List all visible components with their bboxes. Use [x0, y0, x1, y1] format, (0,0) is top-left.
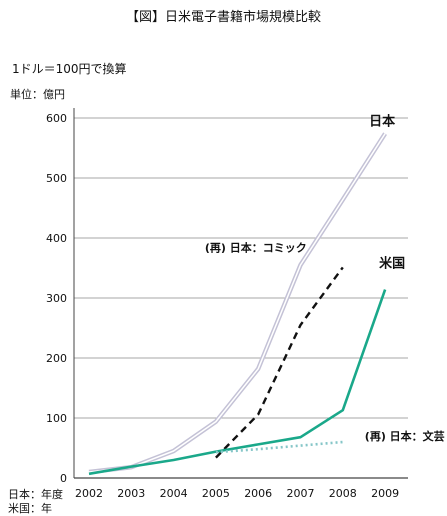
y-tick-label: 500	[46, 172, 67, 185]
note-us-calendar-year: 米国：年	[8, 502, 52, 515]
y-tick-label: 600	[46, 112, 67, 125]
series-label: (再) 日本：コミック	[205, 240, 307, 254]
series-1-line	[215, 266, 344, 459]
series-label: 米国	[379, 256, 405, 272]
y-tick-label: 300	[46, 292, 67, 305]
series-3-line	[215, 440, 343, 454]
x-tick-label: 2008	[329, 487, 357, 500]
y-tick-label: 400	[46, 232, 67, 245]
chart-title: 【図】日米電子書籍市場規模比較	[125, 10, 321, 25]
x-tick-label: 2003	[117, 487, 145, 500]
x-tick-label: 2005	[202, 487, 230, 500]
series-0-line-outer	[88, 132, 387, 475]
y-axis-label: 単位：億円	[10, 88, 65, 101]
chart-subtitle: 1ドル＝100円で換算	[12, 62, 127, 76]
y-tick-label: 100	[46, 412, 67, 425]
y-tick-label: 0	[60, 472, 67, 485]
series-label: (再) 日本：文芸	[365, 429, 445, 443]
x-tick-label: 2002	[75, 487, 103, 500]
x-tick-label: 2004	[160, 487, 188, 500]
x-tick-label: 2009	[371, 487, 399, 500]
series-label: 日本	[369, 114, 395, 130]
y-tick-label: 200	[46, 352, 67, 365]
x-tick-label: 2006	[244, 487, 272, 500]
series-0-line-inner	[88, 133, 386, 473]
series-2-line	[88, 289, 387, 476]
note-japan-fiscal-year: 日本：年度	[8, 488, 63, 501]
x-tick-label: 2007	[287, 487, 315, 500]
